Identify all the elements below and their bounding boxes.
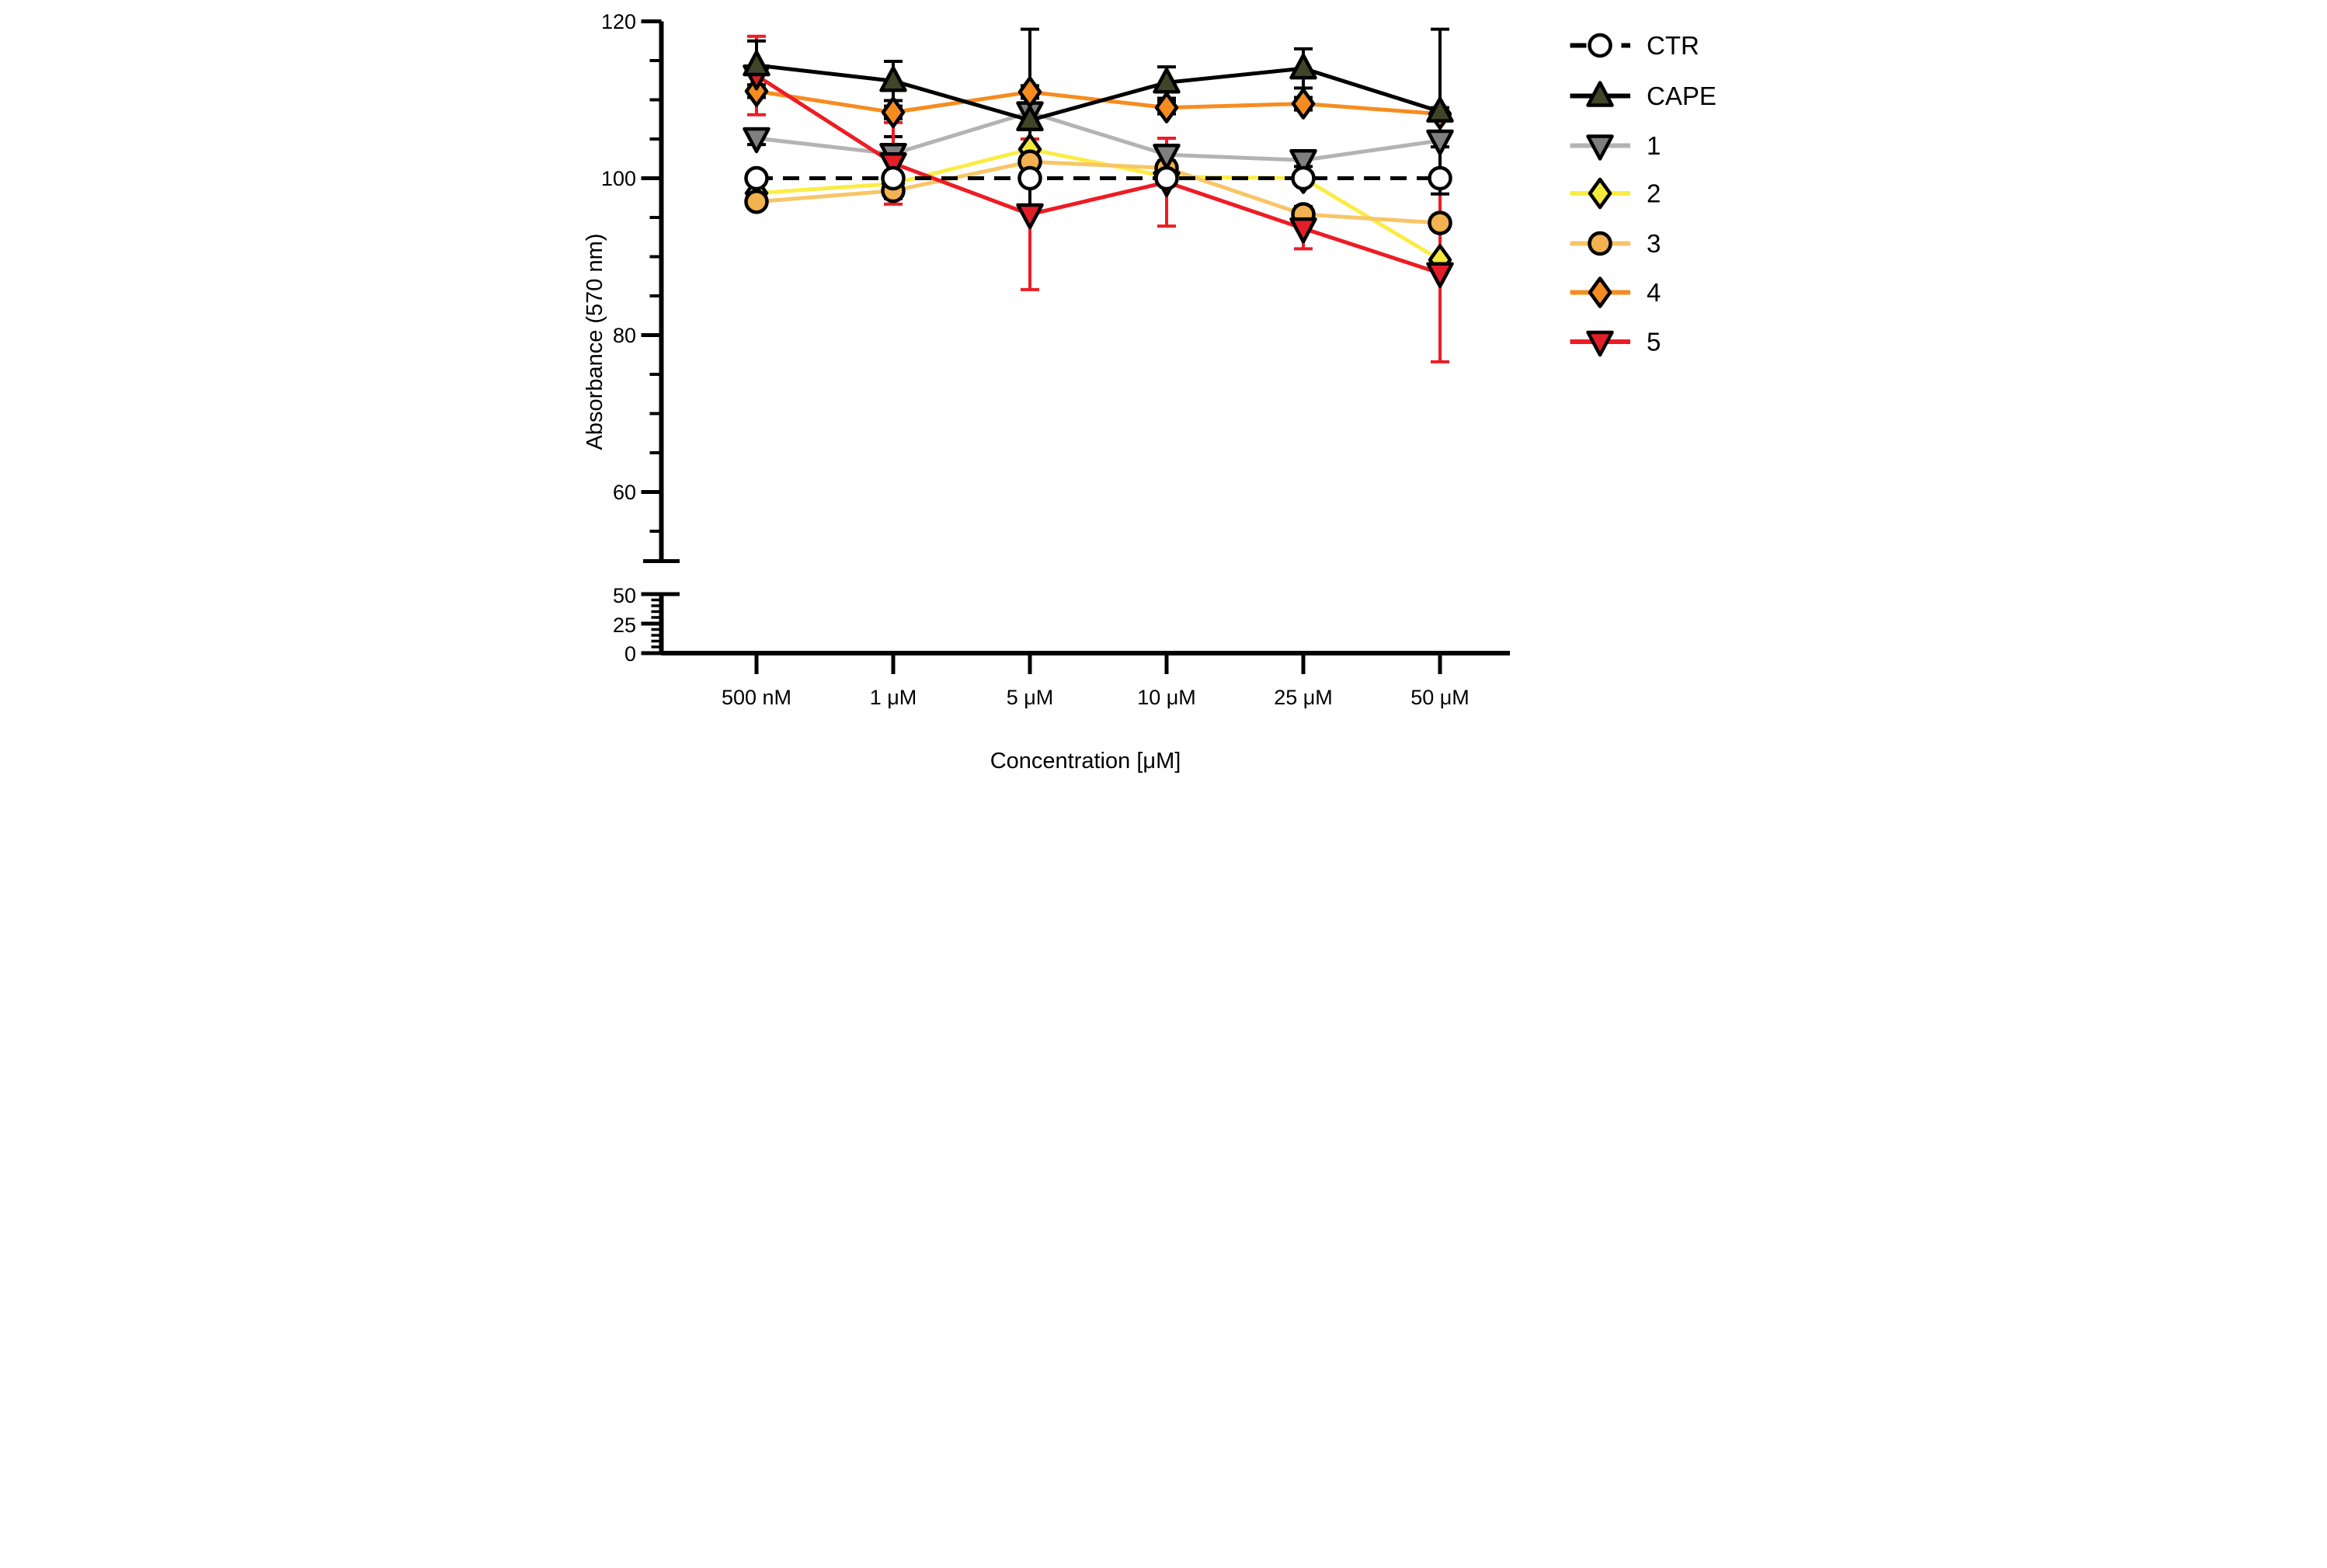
series-markers-layer	[743, 50, 1454, 288]
marker-CAPE-3	[1153, 68, 1181, 94]
series-line-2	[756, 147, 1442, 262]
marker-4-4	[1291, 88, 1316, 120]
x-tick-50um: 50 μM	[1410, 686, 1470, 709]
marker-4-1	[881, 96, 906, 128]
legend-label-ctr: CTR	[1647, 31, 1699, 60]
marker-CAPE-1	[879, 66, 907, 92]
marker-CTR-1	[881, 165, 906, 191]
legend-marks	[1570, 33, 1630, 357]
y-tick-25: 25	[613, 614, 636, 637]
x-tick-1um: 1 μM	[870, 686, 917, 709]
series-line-5	[755, 74, 1441, 276]
y-axis-title: Absorbance (570 nm)	[583, 234, 607, 450]
y-tick-80: 80	[613, 324, 636, 347]
y-tick-60: 60	[613, 481, 636, 504]
series-line-3	[756, 159, 1441, 225]
y-axis	[641, 19, 680, 655]
legend-label-1: 1	[1647, 131, 1661, 160]
legend: CTR CAPE 1 2 3 4 5	[1570, 31, 1717, 357]
marker-CAPE-4	[1289, 53, 1317, 80]
x-axis	[661, 651, 1510, 674]
marker-1-3	[1153, 143, 1181, 170]
marker-CTR-5	[1428, 165, 1452, 191]
x-tick-5um: 5 μM	[1007, 686, 1054, 709]
legend-marker-2	[1588, 177, 1612, 210]
marker-CTR-2	[1017, 165, 1042, 191]
x-tick-10um: 10 μM	[1137, 686, 1196, 709]
marker-CTR-0	[744, 165, 769, 191]
x-tick-25um: 25 μM	[1274, 686, 1333, 709]
y-tick-0: 0	[624, 642, 636, 666]
marker-CTR-3	[1154, 165, 1179, 191]
marker-3-5	[1428, 210, 1452, 235]
legend-label-4: 4	[1647, 278, 1661, 307]
legend-marker-CAPE	[1586, 81, 1614, 107]
legend-label-5: 5	[1647, 328, 1661, 356]
y-tick-50: 50	[613, 584, 636, 607]
y-tick-100: 100	[601, 167, 636, 190]
chart-svg: 120 100 80 60 50 25 0 500 nM 1 μM 5 μM 1…	[583, 10, 1717, 774]
error-bars-CAPE	[747, 27, 1449, 213]
marker-5-5	[1426, 262, 1454, 288]
legend-marker-4	[1588, 276, 1612, 308]
figure-container: 120 100 80 60 50 25 0 500 nM 1 μM 5 μM 1…	[582, 0, 1745, 784]
marker-5-1	[879, 152, 907, 179]
marker-CTR-4	[1291, 165, 1316, 191]
marker-1-4	[1289, 149, 1317, 176]
marker-1-5	[1426, 129, 1454, 156]
y-tick-120: 120	[601, 10, 636, 33]
marker-5-2	[1016, 203, 1044, 230]
legend-marker-1	[1586, 134, 1614, 161]
marker-1-0	[743, 127, 770, 154]
legend-label-2: 2	[1647, 179, 1661, 208]
marker-CAPE-2	[1016, 105, 1044, 132]
series-line-1	[756, 110, 1441, 162]
x-tick-500nm: 500 nM	[722, 686, 791, 709]
legend-marker-CTR	[1588, 33, 1612, 58]
legend-marker-5	[1586, 330, 1614, 357]
marker-CAPE-5	[1426, 96, 1454, 123]
series-line-CAPE	[756, 63, 1441, 123]
legend-label-cape: CAPE	[1647, 82, 1717, 110]
series-lines-layer	[755, 63, 1442, 276]
marker-CAPE-0	[743, 50, 770, 77]
marker-5-4	[1289, 217, 1317, 244]
legend-label-3: 3	[1647, 229, 1661, 258]
x-axis-title: Concentration [μM]	[990, 749, 1181, 774]
marker-4-3	[1154, 92, 1179, 123]
marker-3-0	[744, 189, 769, 214]
series-markers-CAPE	[743, 50, 1454, 132]
series-markers-CTR	[744, 165, 1452, 191]
marker-4-0	[744, 75, 769, 107]
legend-marker-3	[1588, 231, 1612, 256]
